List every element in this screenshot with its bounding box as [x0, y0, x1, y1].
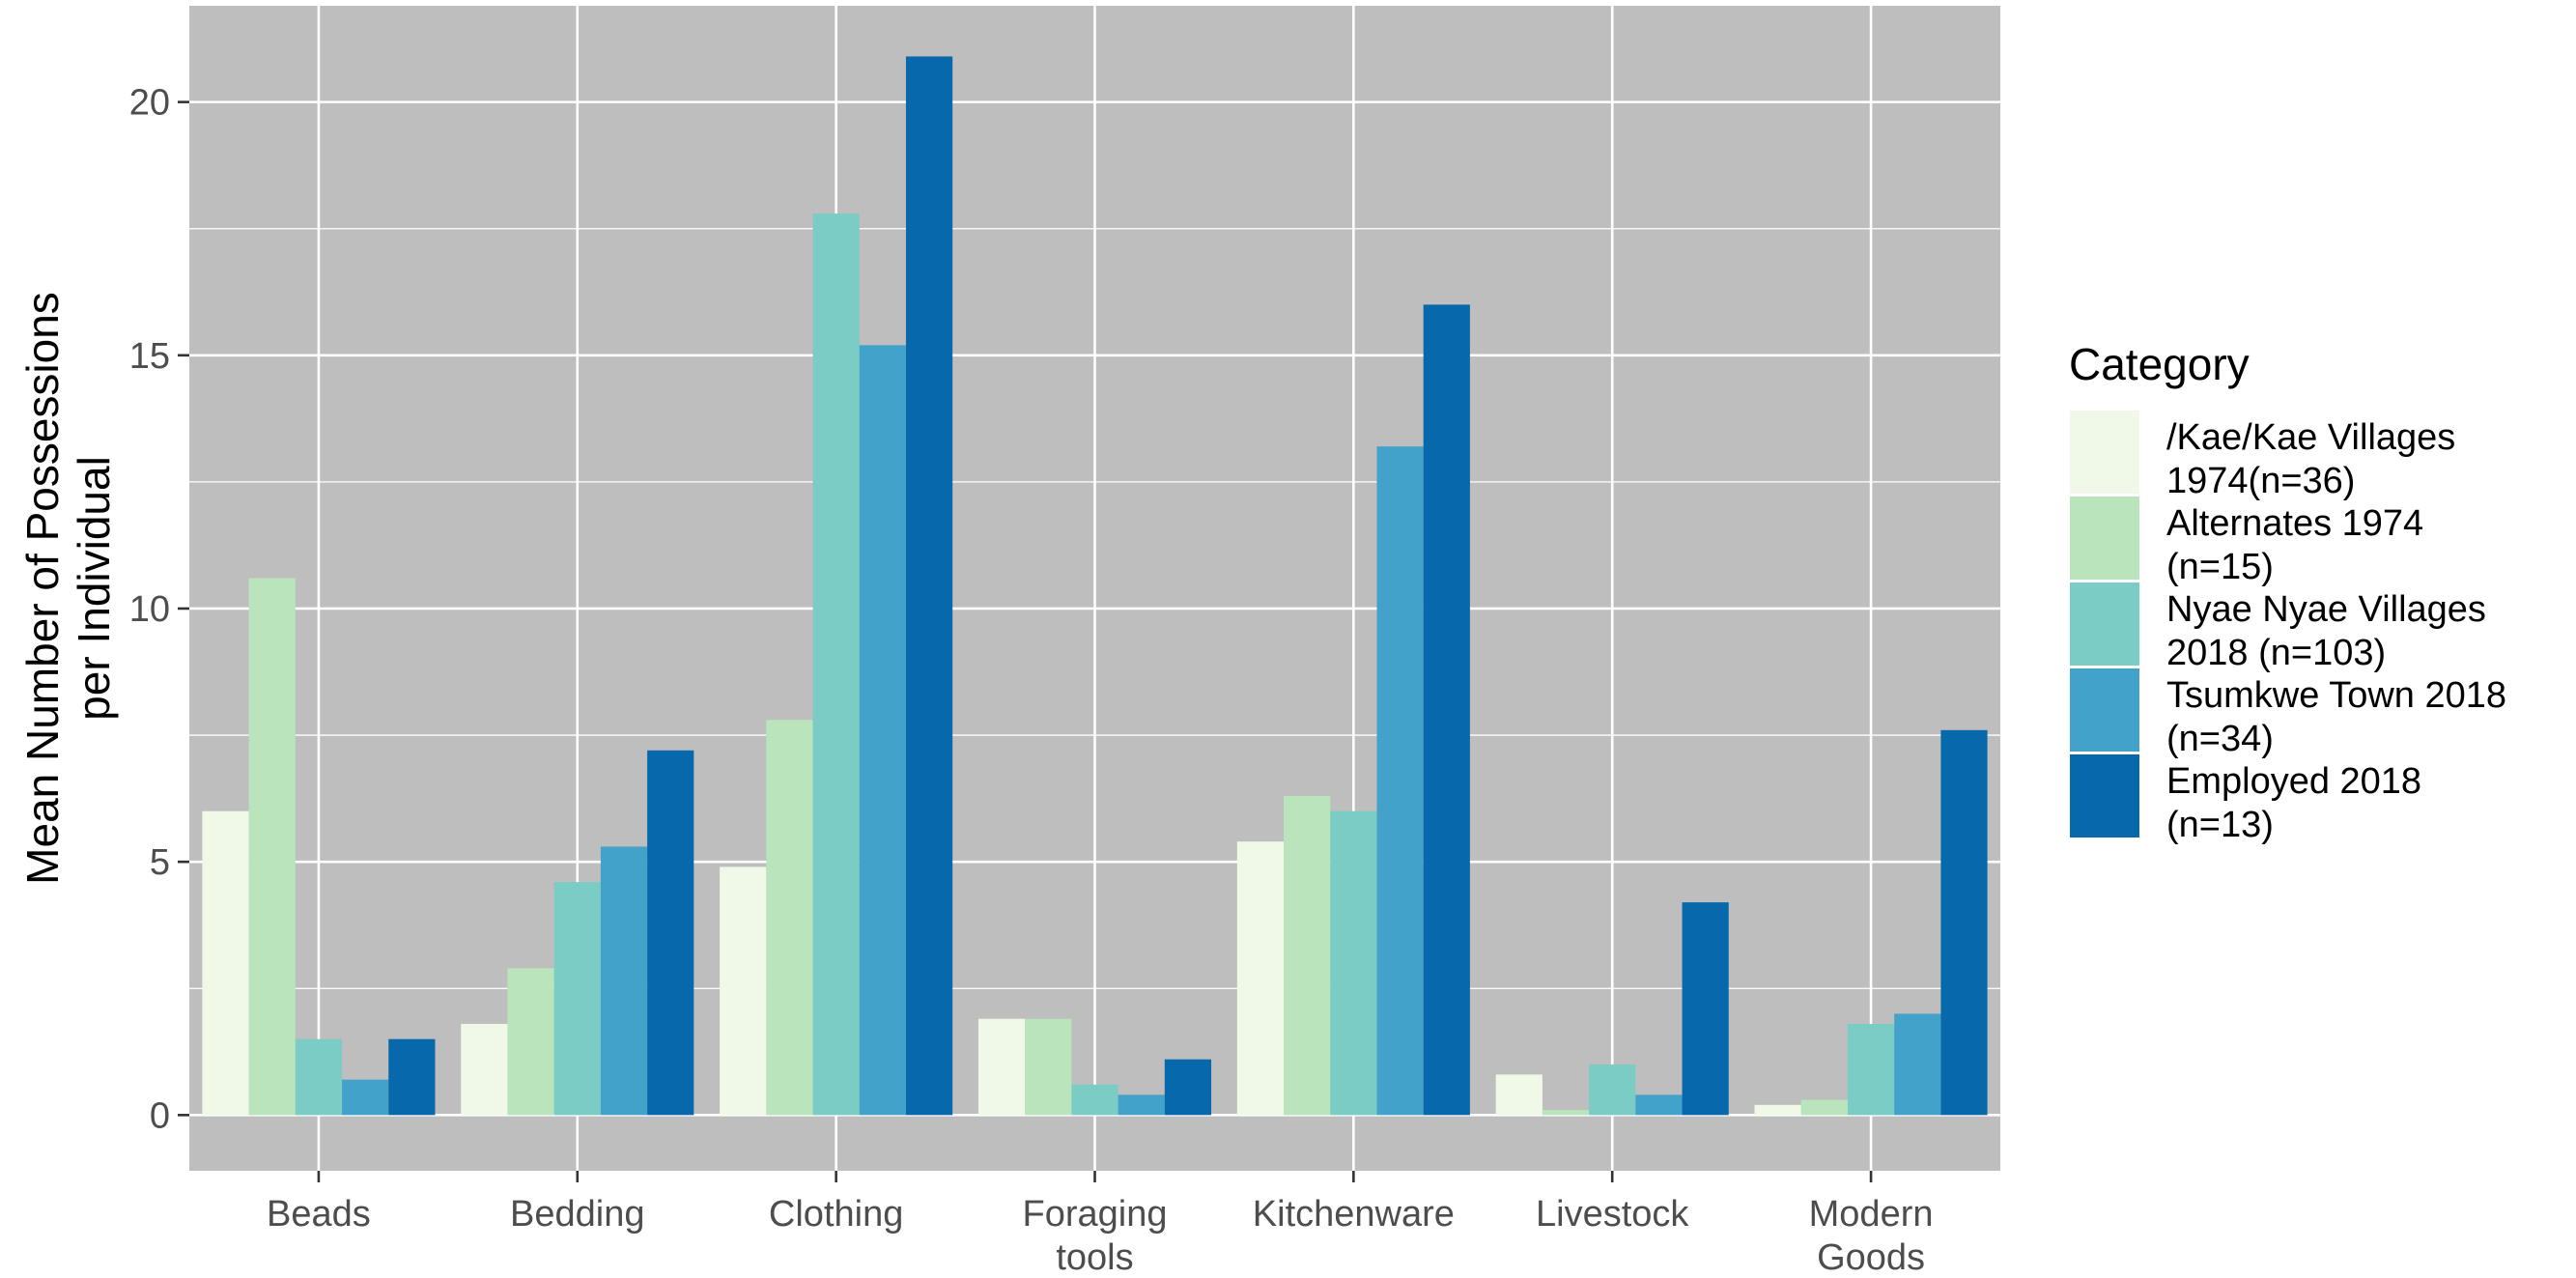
x-tick-label: Beads [267, 1194, 371, 1235]
bar [248, 578, 296, 1116]
x-tick-label: Clothing [769, 1194, 903, 1235]
bar [1847, 1023, 1895, 1116]
bar [647, 750, 694, 1116]
bar [553, 882, 601, 1116]
x-tick-label: Foraging tools [1023, 1194, 1168, 1278]
bar [461, 1023, 508, 1116]
bar [388, 1038, 436, 1116]
bar [1495, 1074, 1543, 1116]
bar [1800, 1099, 1848, 1116]
bar [1071, 1084, 1118, 1116]
legend-key [2070, 668, 2139, 752]
y-axis: 0 5 10 15 20 [129, 83, 189, 1136]
x-tick-label: Bedding [510, 1194, 644, 1235]
bar [600, 846, 648, 1116]
bar [295, 1038, 343, 1116]
bar [1236, 841, 1285, 1116]
bar [1894, 1013, 1941, 1116]
bar [720, 866, 767, 1116]
bar [1330, 810, 1377, 1116]
x-tick-label: Kitchenware [1253, 1194, 1455, 1235]
bar [202, 810, 249, 1116]
bar [812, 213, 860, 1116]
bar [1940, 729, 1988, 1116]
bar [766, 720, 813, 1116]
x-tick-label: Livestock [1536, 1194, 1689, 1235]
bar [977, 1018, 1026, 1116]
bar [1376, 446, 1424, 1116]
y-axis-title: Mean Number of Possessionsper Individual [17, 292, 119, 885]
bar [507, 968, 554, 1116]
legend-label: Employed 2018 (n=13) [2166, 761, 2421, 845]
y-tick-label: 15 [129, 336, 170, 377]
x-tick-label: Modern Goods [1809, 1194, 1934, 1278]
x-axis: Beads Bedding Clothing Foraging tools Kitchen… [267, 1171, 1933, 1278]
y-tick-label: 10 [129, 589, 170, 630]
bar [1542, 1110, 1590, 1116]
bar [1423, 304, 1470, 1116]
bar [1589, 1064, 1636, 1116]
legend-key [2070, 754, 2139, 838]
legend-label: Nyae Nyae Villages 2018 (n=103) [2166, 589, 2486, 673]
legend-key [2070, 582, 2139, 666]
bar [1682, 902, 1729, 1116]
bar [342, 1079, 389, 1116]
legend-key [2070, 411, 2139, 494]
legend-label: /Kae/Kae Villages 1974(n=36) [2166, 417, 2455, 501]
legend: Category /Kae/Kae Villages 1974(n=36)Alte… [2069, 339, 2506, 845]
y-tick-label: 0 [150, 1095, 170, 1136]
bar [859, 345, 906, 1116]
legend-label: Tsumkwe Town 2018 (n=34) [2166, 675, 2506, 759]
bar [1284, 795, 1331, 1116]
bar [1754, 1104, 1801, 1116]
bar [1635, 1094, 1683, 1116]
bar [1118, 1094, 1165, 1116]
bar [905, 56, 953, 1116]
legend-title: Category [2069, 339, 2250, 389]
y-tick-label: 5 [150, 842, 170, 883]
legend-key [2070, 497, 2139, 580]
legend-label: Alternates 1974 (n=15) [2166, 503, 2423, 587]
bar [1025, 1018, 1072, 1116]
bars [202, 56, 1988, 1116]
y-tick-label: 20 [129, 83, 170, 124]
bar [1164, 1059, 1212, 1116]
